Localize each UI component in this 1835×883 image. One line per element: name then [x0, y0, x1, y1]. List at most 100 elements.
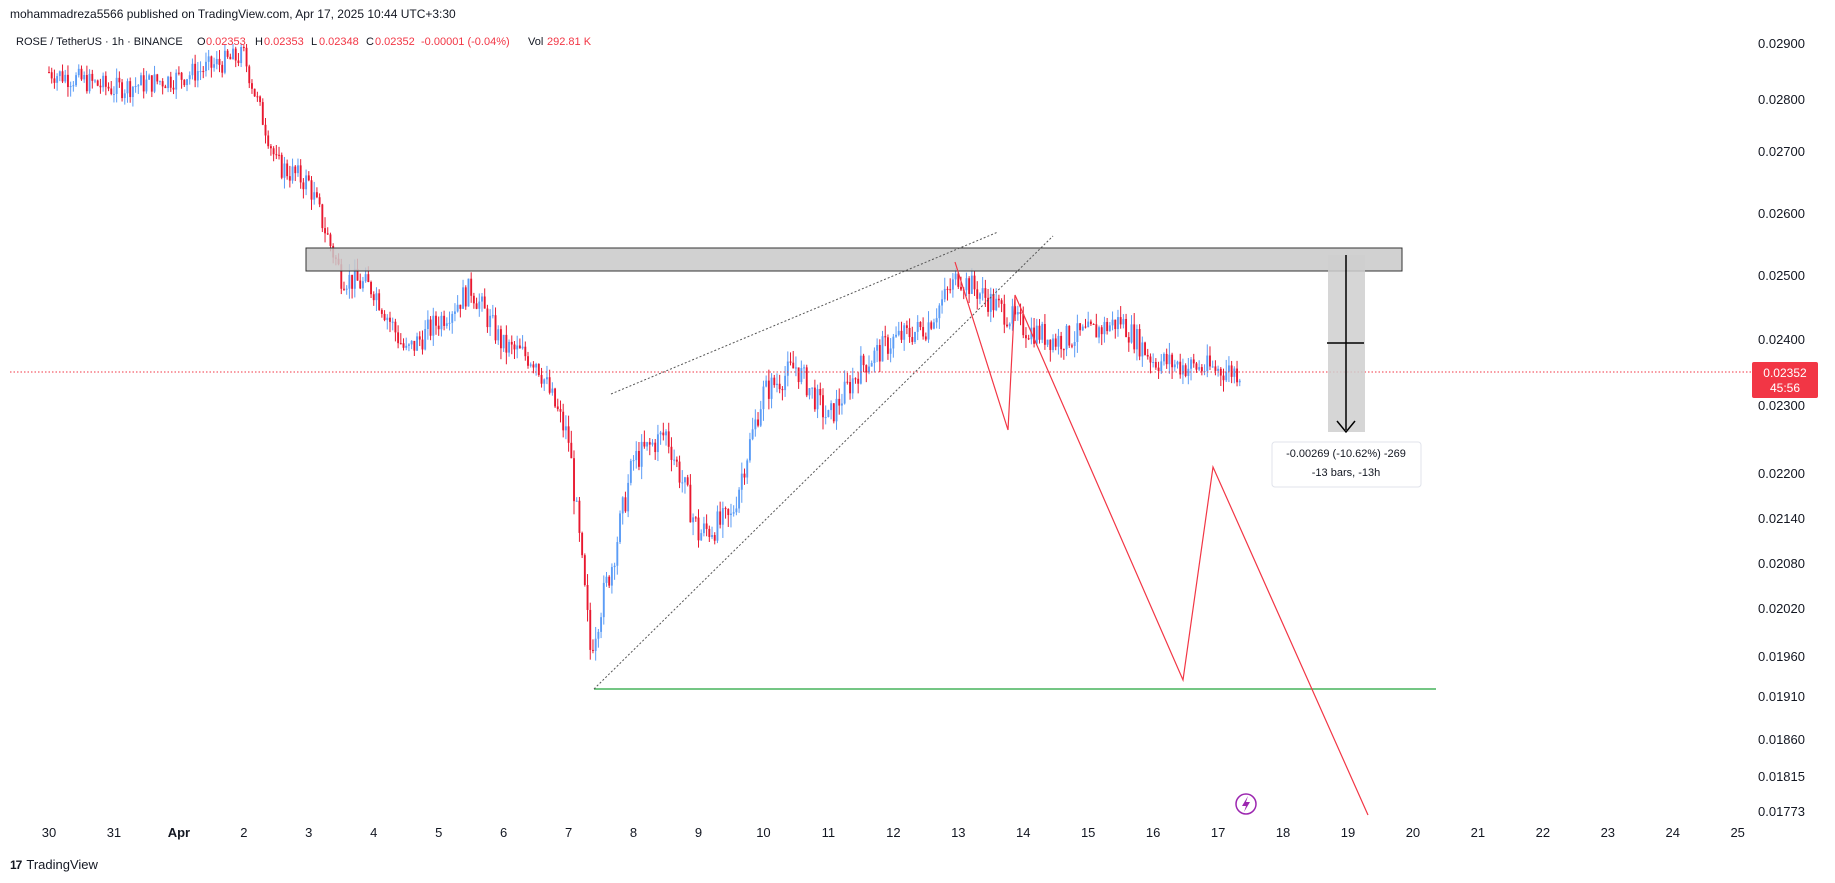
candle	[627, 474, 630, 518]
candle	[253, 88, 256, 97]
candle	[104, 71, 107, 96]
candle	[713, 532, 716, 545]
time-axis[interactable]: 30 31 Apr 2 3 4 5 6 7 8 9 10 11 12 13 14 15 16 17 18 19 20 21 2…	[42, 825, 1745, 840]
candle	[941, 290, 944, 314]
candle	[310, 176, 313, 210]
candle	[134, 77, 137, 93]
candle	[767, 369, 770, 410]
candle	[107, 82, 110, 92]
candle	[280, 152, 283, 180]
price-axis[interactable]: 0.02900 0.02800 0.02700 0.02600 0.02500 0.024…	[1758, 36, 1805, 819]
wedge-upper-line[interactable]	[610, 231, 999, 395]
candle	[529, 362, 532, 368]
candle	[483, 288, 486, 309]
x-tick-label: 12	[886, 825, 900, 840]
candle	[502, 334, 505, 353]
candle	[1006, 317, 1008, 328]
candle	[1122, 314, 1125, 329]
candle	[1000, 298, 1003, 313]
candle	[1154, 358, 1157, 370]
candle	[789, 352, 792, 366]
candle	[153, 65, 156, 94]
candle	[394, 318, 397, 342]
candle	[58, 70, 61, 82]
candle	[497, 325, 500, 345]
candle	[1076, 314, 1079, 353]
candle	[711, 526, 713, 539]
x-tick-label: 14	[1016, 825, 1030, 840]
candle	[508, 339, 511, 357]
candle	[453, 303, 456, 322]
candle	[849, 375, 851, 400]
resistance-zone[interactable]	[305, 247, 1403, 272]
candle	[827, 409, 830, 418]
candle	[819, 382, 822, 406]
candle	[242, 45, 245, 52]
candle	[705, 514, 708, 537]
candle	[822, 388, 824, 430]
candle	[1238, 378, 1241, 387]
candle	[1133, 313, 1136, 354]
candle	[586, 574, 589, 622]
candle	[85, 65, 88, 94]
candle	[702, 516, 705, 537]
y-tick-label: 0.02140	[1758, 511, 1805, 526]
candle	[118, 71, 121, 88]
candle	[505, 325, 508, 365]
candle	[426, 310, 429, 340]
candle	[886, 334, 889, 360]
candle	[832, 403, 835, 424]
legend-high-label: H	[255, 36, 263, 48]
y-tick-label: 0.01960	[1758, 649, 1805, 664]
candle	[205, 52, 207, 77]
candle	[410, 340, 413, 350]
candle	[196, 61, 199, 88]
candle	[813, 379, 816, 412]
candle	[1119, 306, 1122, 329]
candle	[275, 145, 278, 160]
x-tick-label: 5	[435, 825, 442, 840]
candle	[283, 156, 286, 189]
y-tick-label: 0.01773	[1758, 804, 1805, 819]
candle	[180, 71, 183, 89]
candle	[1184, 363, 1187, 378]
candle	[424, 320, 427, 351]
candle	[405, 337, 408, 351]
candle	[351, 274, 354, 299]
candle	[916, 315, 919, 341]
candle	[223, 44, 226, 75]
candle	[892, 333, 895, 358]
wedge-lower-line[interactable]	[593, 235, 1054, 690]
footer-brand[interactable]: 17 TradingView	[10, 857, 98, 872]
candle	[402, 338, 405, 351]
candle	[232, 44, 234, 60]
candle	[1095, 313, 1098, 338]
candle	[1160, 354, 1163, 374]
candle	[237, 53, 240, 67]
candle	[719, 501, 722, 529]
x-tick-label: 7	[565, 825, 572, 840]
lightning-icon[interactable]	[1235, 793, 1257, 815]
x-tick-label: 10	[756, 825, 770, 840]
candle	[1033, 318, 1036, 348]
candle	[938, 303, 941, 329]
candle	[979, 292, 981, 305]
candle	[96, 79, 99, 87]
candle	[513, 341, 516, 360]
candle	[797, 367, 800, 389]
projection-path[interactable]	[954, 261, 1369, 816]
candle	[372, 291, 375, 306]
candle	[307, 171, 310, 182]
candle	[651, 439, 654, 447]
candle	[1211, 360, 1214, 368]
candle	[854, 377, 857, 384]
candle	[75, 72, 78, 87]
candle	[889, 338, 892, 363]
x-tick-label: 9	[695, 825, 702, 840]
candle	[740, 462, 743, 503]
candle	[678, 455, 681, 489]
legend-low-label: L	[311, 36, 317, 48]
y-tick-label: 0.02080	[1758, 556, 1805, 571]
candle	[491, 304, 494, 319]
